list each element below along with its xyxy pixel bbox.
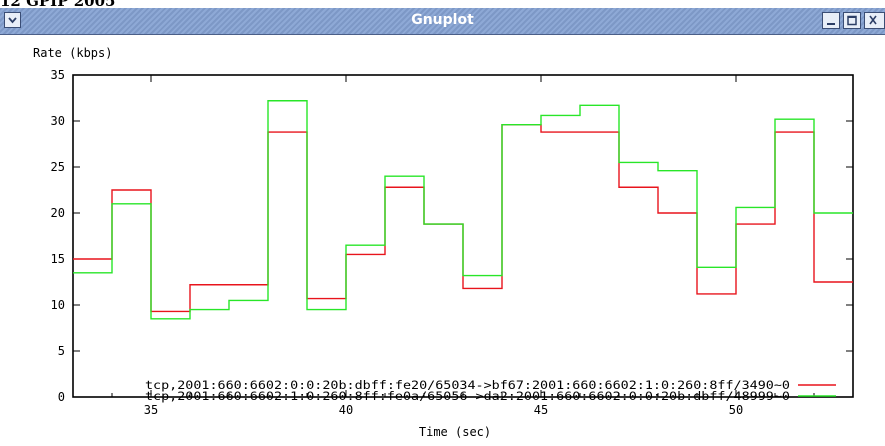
- gnuplot-window: Gnuplot 0 5 10 15 20 25 30 35 35 40 45 50 tcp,2001:…: [0, 8, 885, 442]
- x-tick-label: 40: [339, 403, 353, 417]
- maximize-icon: [847, 15, 857, 26]
- window-title: Gnuplot: [411, 12, 474, 28]
- window-menu-button[interactable]: [4, 12, 21, 28]
- y-tick-label: 15: [51, 252, 65, 266]
- close-button[interactable]: [864, 12, 885, 29]
- document-caption: 12 GPIP 2005: [0, 0, 116, 10]
- minimize-icon: [827, 23, 835, 25]
- y-tick-label: 35: [51, 68, 65, 82]
- legend-label-2: tcp,2001:660:6602:1:0:260:8ff:fe0a/65056…: [145, 389, 790, 403]
- close-icon: [869, 15, 877, 25]
- gnuplot-chart: 0 5 10 15 20 25 30 35 35 40 45 50 tcp,2001:660:6602…: [33, 46, 854, 439]
- maximize-button[interactable]: [843, 12, 861, 29]
- x-tick-label: 35: [144, 403, 158, 417]
- x-tick-label: 45: [534, 403, 548, 417]
- x-tick-label: 50: [729, 403, 743, 417]
- title-bar[interactable]: Gnuplot: [0, 8, 885, 35]
- legend-label-1: tcp,2001:660:6602:0:0:20b:dbff:fe20/6503…: [145, 378, 790, 392]
- y-axis-label: Rate (kbps): [33, 46, 112, 60]
- series-line-2: [73, 100, 853, 320]
- y-tick-label: 20: [51, 206, 65, 220]
- y-tick-label: 5: [58, 344, 65, 358]
- y-tick-label: 10: [51, 298, 65, 312]
- minimize-button[interactable]: [822, 12, 840, 29]
- plot-area: 0 5 10 15 20 25 30 35 35 40 45 50 tcp,2001:660:6602…: [0, 35, 885, 442]
- y-tick-label: 30: [51, 114, 65, 128]
- y-tick-label: 0: [58, 390, 65, 404]
- x-axis-label: Time (sec): [419, 425, 491, 439]
- chevron-down-icon: [8, 17, 17, 24]
- y-tick-label: 25: [51, 160, 65, 174]
